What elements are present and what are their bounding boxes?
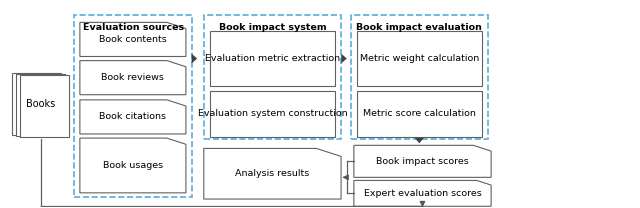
Text: Book impact scores: Book impact scores — [376, 157, 469, 166]
Text: Book impact evaluation: Book impact evaluation — [356, 24, 483, 32]
Text: Metric weight calculation: Metric weight calculation — [360, 54, 479, 63]
Text: Book citations: Book citations — [99, 112, 166, 121]
Text: Expert evaluation scores: Expert evaluation scores — [364, 189, 481, 198]
FancyBboxPatch shape — [16, 74, 65, 136]
FancyBboxPatch shape — [357, 31, 481, 87]
Text: Book usages: Book usages — [103, 161, 163, 170]
Polygon shape — [354, 181, 491, 206]
Text: Books: Books — [26, 99, 55, 109]
FancyBboxPatch shape — [20, 76, 69, 137]
Polygon shape — [80, 61, 186, 95]
Text: Metric score calculation: Metric score calculation — [363, 109, 476, 118]
Text: Evaluation sources: Evaluation sources — [83, 24, 184, 32]
FancyBboxPatch shape — [357, 90, 481, 137]
Polygon shape — [80, 22, 186, 57]
FancyBboxPatch shape — [210, 90, 335, 137]
Text: Book reviews: Book reviews — [102, 73, 164, 82]
Polygon shape — [354, 145, 491, 177]
Text: Book impact system: Book impact system — [219, 24, 326, 32]
FancyBboxPatch shape — [210, 31, 335, 87]
Polygon shape — [80, 100, 186, 134]
Polygon shape — [204, 149, 341, 199]
Text: Book contents: Book contents — [99, 35, 167, 44]
Polygon shape — [80, 138, 186, 193]
Text: Analysis results: Analysis results — [236, 169, 310, 178]
FancyBboxPatch shape — [12, 73, 61, 135]
Text: Evaluation metric extraction: Evaluation metric extraction — [205, 54, 340, 63]
Text: Evaluation system construction: Evaluation system construction — [198, 109, 348, 118]
